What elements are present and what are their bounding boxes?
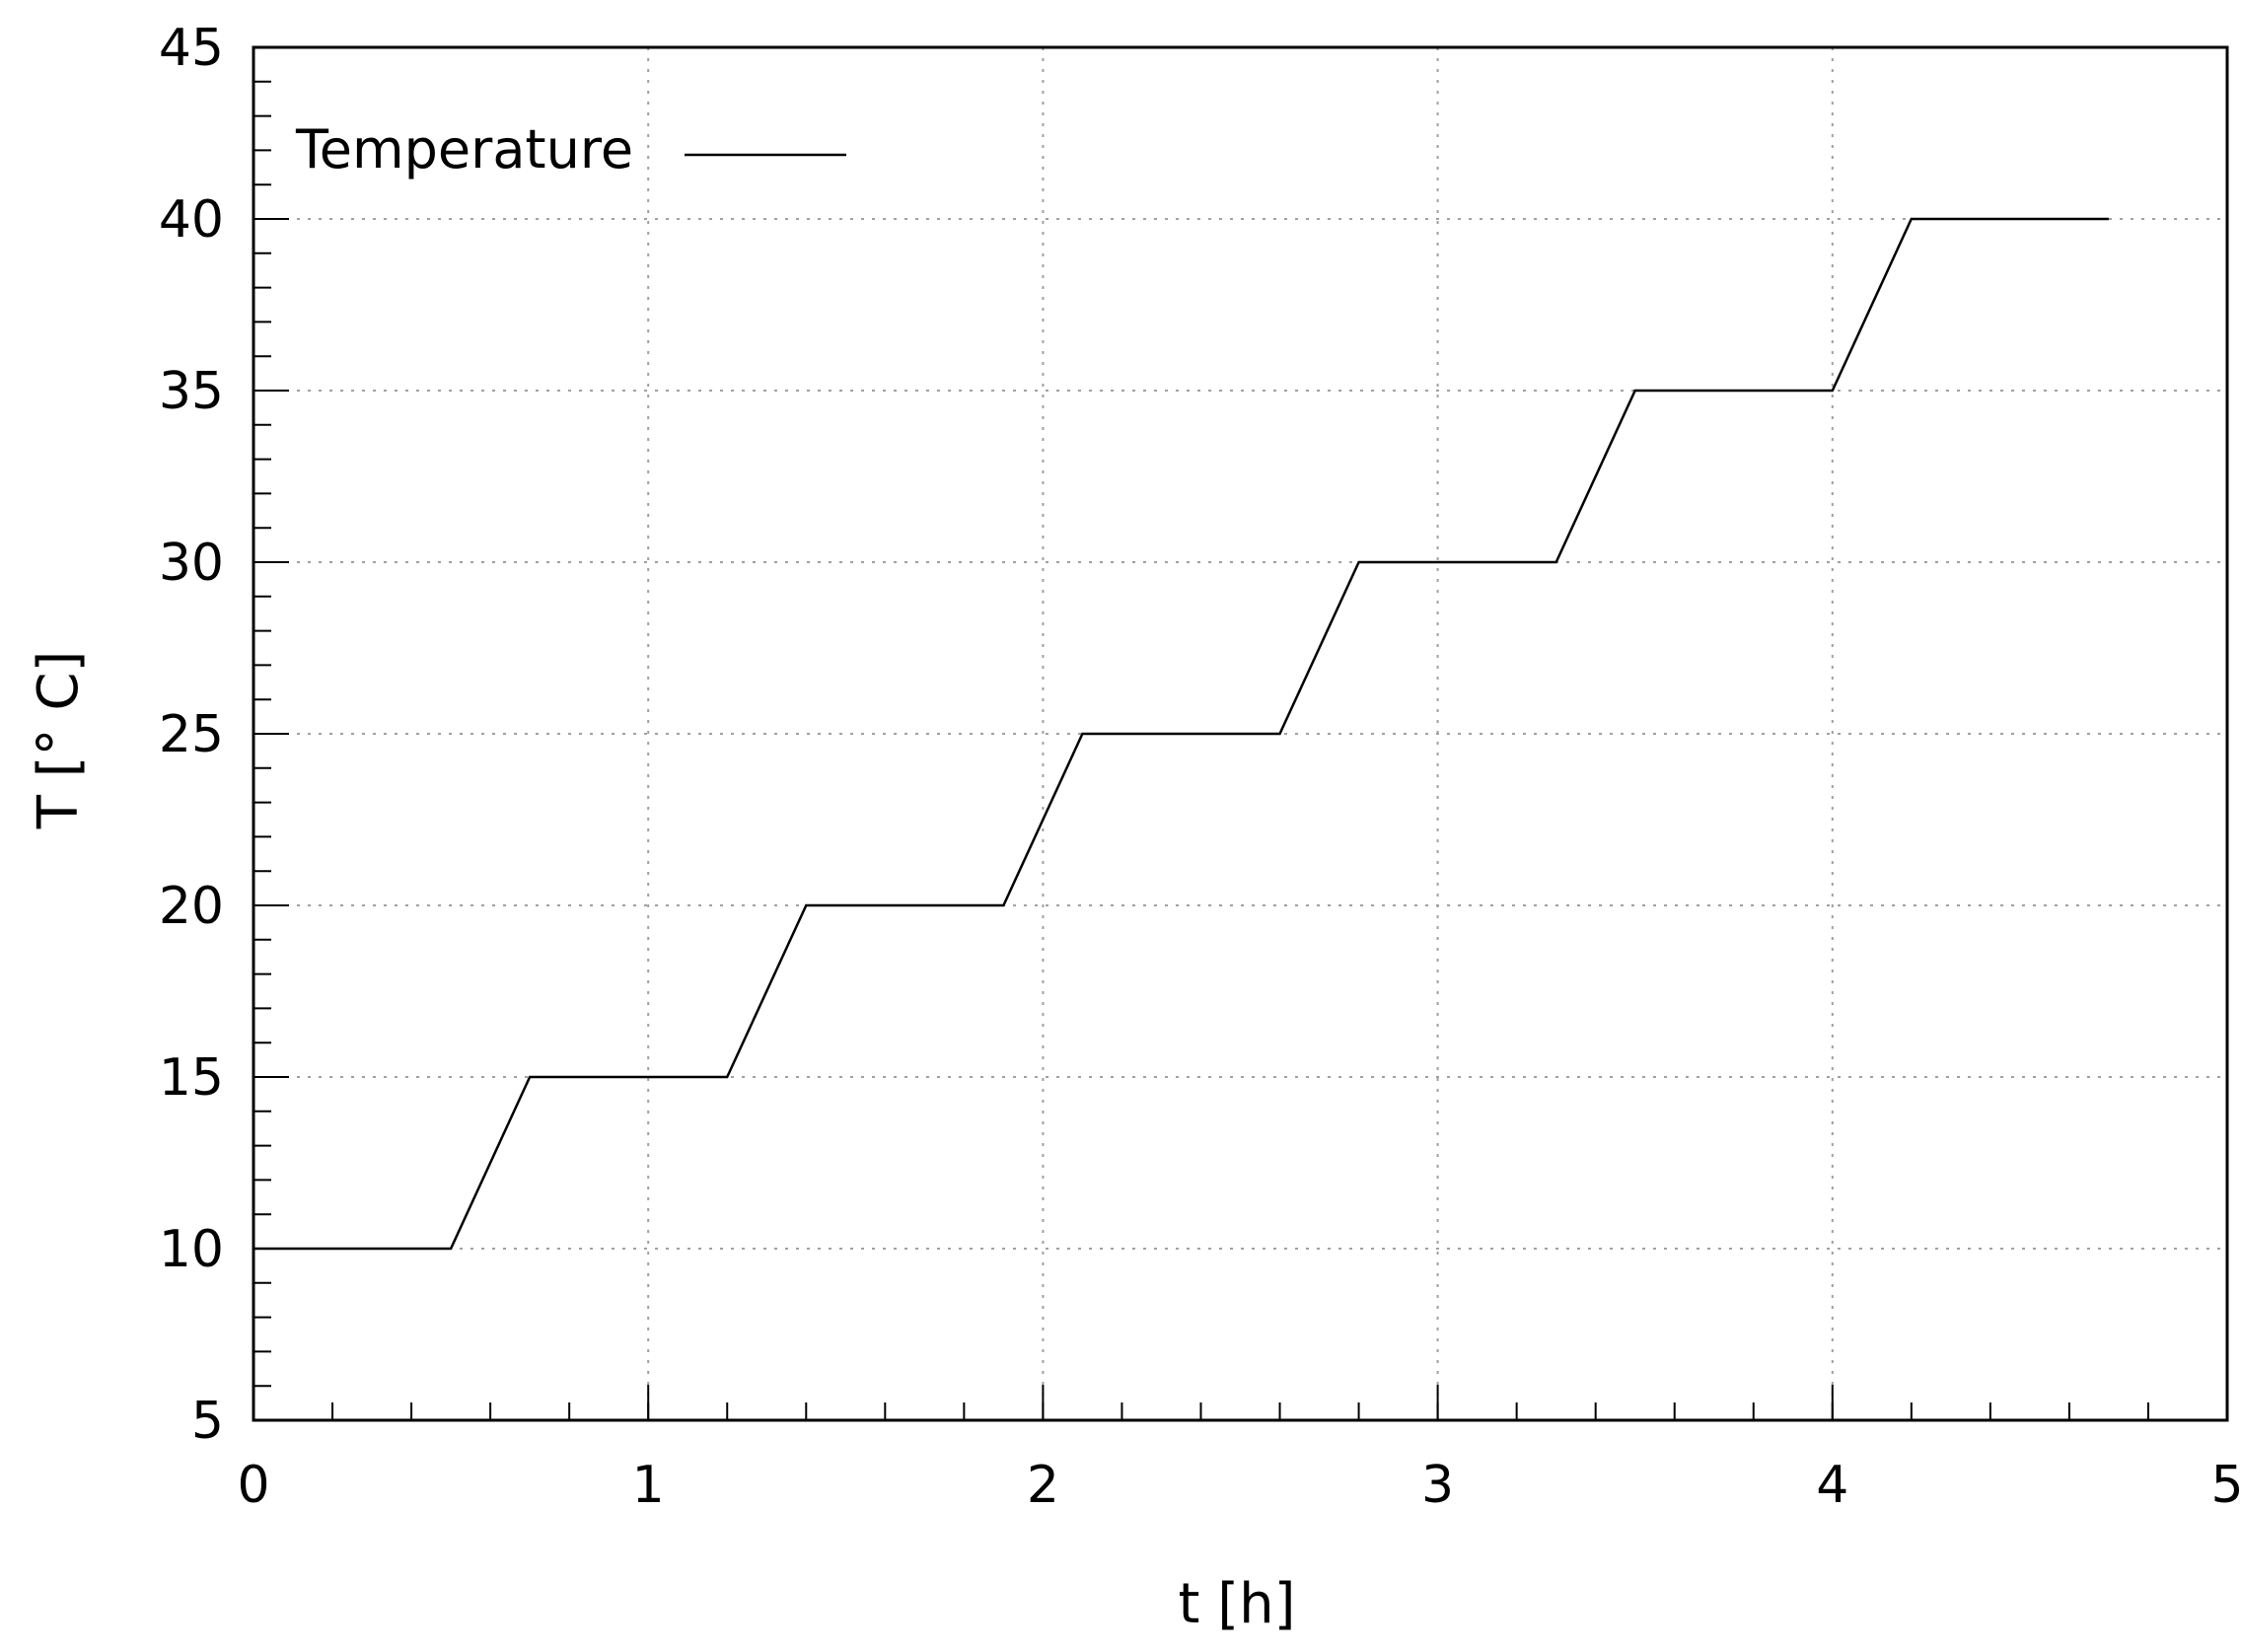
x-tick-label: 4 [1816,1456,1848,1515]
y-tick-label: 45 [159,19,224,78]
x-tick-label: 3 [1421,1456,1454,1515]
x-tick-label: 0 [237,1456,269,1515]
y-tick-label: 30 [159,534,224,593]
x-tick-label: 5 [2210,1456,2241,1515]
y-axis-label: T [° C] [27,651,91,830]
y-tick-label: 15 [159,1048,224,1108]
y-tick-label: 40 [159,190,224,250]
series-line-temperature [253,217,2109,1251]
legend: Temperature [295,118,846,180]
y-tick-label: 10 [159,1220,224,1279]
x-tick-label: 1 [632,1456,665,1515]
y-tick-label: 5 [191,1392,224,1451]
y-tick-labels: 5 10 15 20 25 30 35 40 45 [159,19,224,1451]
x-tick-labels: 0 1 2 3 4 5 [237,1456,2241,1515]
y-tick-label: 35 [159,362,224,421]
legend-label-temperature: Temperature [295,118,633,180]
x-tick-label: 2 [1027,1456,1059,1515]
y-tick-label: 25 [159,705,224,764]
plot-frame [252,45,2229,1422]
y-tick-label: 20 [159,877,224,936]
x-axis-label: t [h] [1179,1572,1296,1636]
series-layer [253,217,2109,1251]
